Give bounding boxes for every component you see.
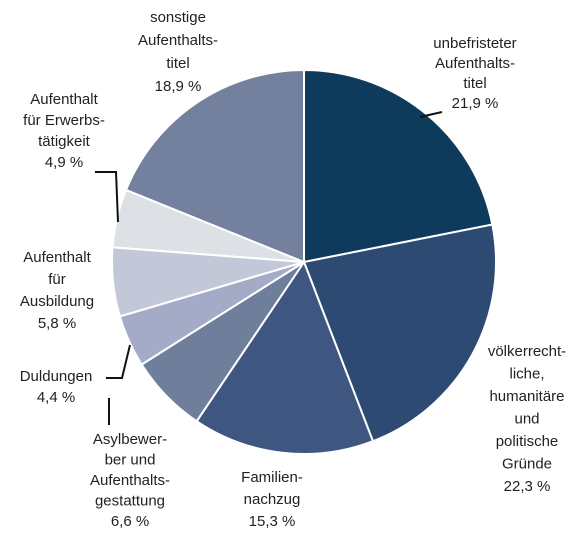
slice-label: unbefristeter — [433, 35, 516, 52]
slice-label: titel — [166, 55, 189, 72]
value-label: 15,3 % — [249, 513, 296, 530]
value-label: 4,9 % — [45, 154, 83, 171]
slice-label: Duldungen — [20, 368, 93, 385]
slice-label: nachzug — [244, 491, 301, 508]
slice-label: politische — [496, 433, 559, 450]
slice-label: Aufenthalts- — [138, 32, 218, 49]
slice-label: für — [48, 271, 66, 288]
pie-slice — [303, 68, 494, 264]
slice-label: Aufenthalts- — [435, 55, 515, 72]
slice-label: Aufenthalt — [23, 249, 91, 266]
leader-line — [419, 111, 443, 118]
slice-label: Ausbildung — [20, 293, 94, 310]
slice-label: Familien- — [241, 469, 303, 486]
value-label: 4,4 % — [37, 389, 75, 406]
value-label: 22,3 % — [504, 478, 551, 495]
leader-line — [106, 344, 131, 379]
slice-label: gestattung — [95, 492, 165, 509]
slice-label: humanitäre — [489, 388, 564, 405]
slice-label: Gründe — [502, 455, 552, 472]
slice-label: tätigkeit — [38, 133, 91, 150]
slice-label: für Erwerbs- — [23, 112, 105, 129]
pie-slice — [195, 259, 375, 455]
pie-slice — [124, 68, 305, 264]
slice-label: Aufenthalts- — [90, 472, 170, 489]
slice-label: sonstige — [150, 9, 206, 26]
slice-label: völkerrecht- — [488, 343, 566, 360]
value-label: 6,6 % — [111, 513, 149, 530]
slice-label: titel — [463, 75, 486, 92]
pie-slice — [302, 223, 497, 443]
slice-label: ber und — [105, 451, 156, 468]
slice-label: Asylbewer- — [93, 431, 167, 448]
value-label: 5,8 % — [38, 315, 76, 332]
slice-label: und — [514, 410, 539, 427]
slice-label: liche, — [509, 365, 544, 382]
slice-label: Aufenthalt — [30, 91, 98, 108]
leader-line — [95, 171, 119, 223]
value-label: 18,9 % — [155, 78, 202, 95]
value-label: 21,9 % — [452, 95, 499, 112]
